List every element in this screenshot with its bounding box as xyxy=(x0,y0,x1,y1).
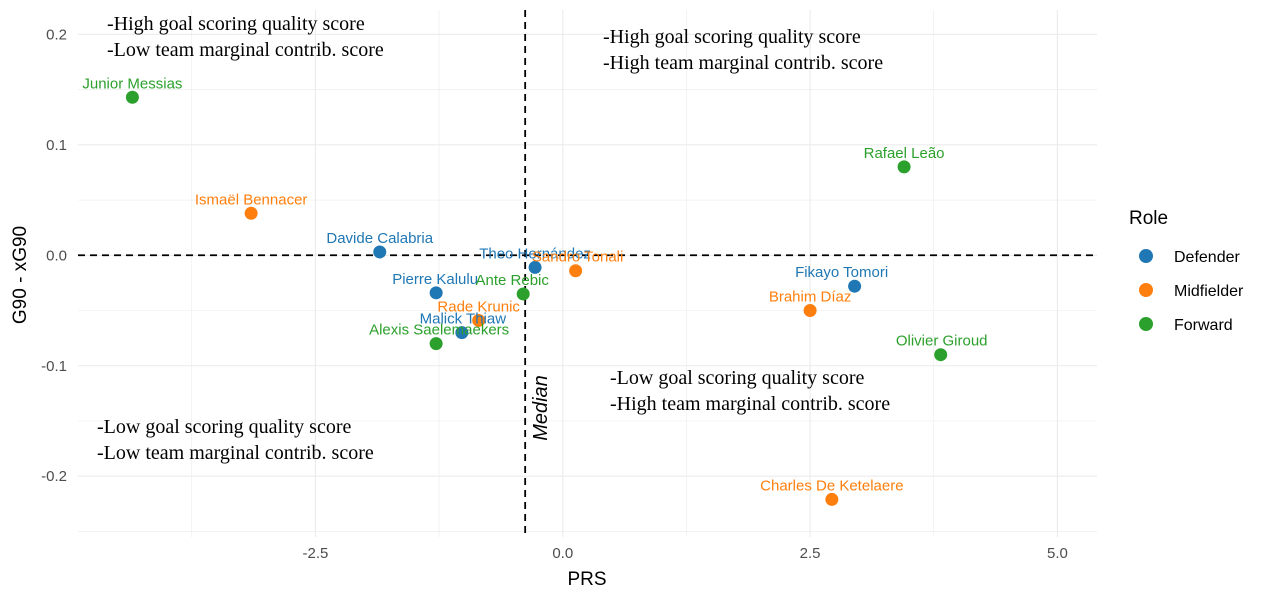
point-label-junior-messias: Junior Messias xyxy=(82,75,182,92)
point-olivier-giroud xyxy=(934,348,948,362)
point-label-ante-rebic: Ante Rebic xyxy=(476,272,550,289)
y-axis-title: G90 - xG90 xyxy=(10,226,31,324)
quadrant-top-right-line-1: -High goal scoring quality score xyxy=(603,26,861,48)
legend-title: Role xyxy=(1129,208,1168,229)
point-theo-hernandez xyxy=(528,260,542,274)
quadrant-top-left-line-2: -Low team marginal contrib. score xyxy=(107,39,384,61)
point-label-charles-de-ketelaere: Charles De Ketelaere xyxy=(760,477,903,494)
quadrant-bottom-left-line-1: -Low goal scoring quality score xyxy=(97,416,351,438)
y-tick-label: -0.2 xyxy=(41,468,67,485)
legend-label-midfielder: Midfielder xyxy=(1174,283,1244,300)
y-tick-label: -0.1 xyxy=(41,358,67,375)
point-alexis-saelemaekers xyxy=(429,337,443,351)
point-label-malick-thiaw: Malick Thiaw xyxy=(420,311,507,328)
point-label-alexis-saelemaekers: Alexis Saelemaekers xyxy=(369,322,509,339)
point-rade-krunic xyxy=(472,313,486,327)
legend-key-defender xyxy=(1139,249,1153,263)
quadrant-top-right-line-2: -High team marginal contrib. score xyxy=(603,52,883,74)
y-tick-label: 0.1 xyxy=(46,137,67,154)
point-ante-rebic xyxy=(516,287,530,301)
median-label: Median xyxy=(530,375,552,441)
point-labels: Junior Messias Ismaël Bennacer Davide Cala… xyxy=(82,75,987,494)
y-tick-label: 0.0 xyxy=(46,247,67,264)
data-points xyxy=(125,90,948,506)
x-tick-label: 5.0 xyxy=(1047,545,1068,562)
point-brahim-diaz xyxy=(803,304,817,318)
point-rafael-leao xyxy=(897,160,911,174)
point-label-brahim-diaz: Brahim Díaz xyxy=(769,289,852,306)
point-label-ismael-bennacer: Ismaël Bennacer xyxy=(195,191,308,208)
point-junior-messias xyxy=(125,90,139,104)
legend-label-defender: Defender xyxy=(1174,249,1240,266)
quadrant-annotations: -High goal scoring quality score -Low tea… xyxy=(97,13,890,464)
x-tick-label: 2.5 xyxy=(800,545,821,562)
reference-lines: Median xyxy=(78,10,1097,537)
x-axis-title: PRS xyxy=(567,569,606,590)
legend-key-midfielder xyxy=(1139,283,1153,297)
quadrant-bottom-right-line-1: -Low goal scoring quality score xyxy=(610,367,864,389)
y-axis-ticks: -0.2 -0.1 0.0 0.1 0.2 xyxy=(41,26,67,485)
point-label-fikayo-tomori: Fikayo Tomori xyxy=(795,264,888,281)
legend: Role Defender Midfielder Forward xyxy=(1129,208,1244,334)
point-label-olivier-giroud: Olivier Giroud xyxy=(896,333,988,350)
quadrant-bottom-right-line-2: -High team marginal contrib. score xyxy=(610,393,890,415)
legend-label-forward: Forward xyxy=(1174,317,1233,334)
point-label-theo-hernandez: Theo Hernández xyxy=(479,245,591,262)
quadrant-top-left-line-1: -High goal scoring quality score xyxy=(107,13,365,35)
x-tick-label: -2.5 xyxy=(303,545,329,562)
point-charles-de-ketelaere xyxy=(825,492,839,506)
point-label-pierre-kalulu: Pierre Kalulu xyxy=(392,271,478,288)
quadrant-bottom-left-line-2: -Low team marginal contrib. score xyxy=(97,442,374,464)
legend-key-forward xyxy=(1139,317,1153,331)
point-davide-calabria xyxy=(373,245,387,259)
point-pierre-kalulu xyxy=(429,286,443,300)
point-label-sandro-tonali: Sandro Tonali xyxy=(532,249,623,266)
x-axis-ticks: -2.5 0.0 2.5 5.0 xyxy=(303,545,1068,562)
point-ismael-bennacer xyxy=(244,206,258,220)
point-sandro-tonali xyxy=(569,264,583,278)
point-malick-thiaw xyxy=(455,326,469,340)
x-tick-label: 0.0 xyxy=(552,545,573,562)
y-tick-label: 0.2 xyxy=(46,26,67,43)
point-label-davide-calabria: Davide Calabria xyxy=(326,230,433,247)
point-label-rade-krunic: Rade Krunic xyxy=(437,298,520,315)
point-label-rafael-leao: Rafael Leão xyxy=(864,145,945,162)
point-fikayo-tomori xyxy=(848,279,862,293)
